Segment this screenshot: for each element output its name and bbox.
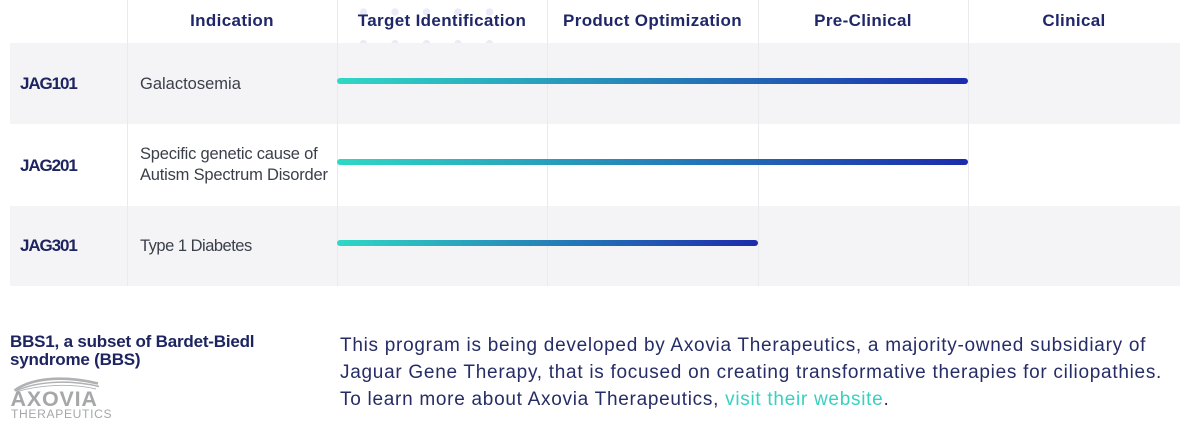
svg-text:THERAPEUTICS: THERAPEUTICS	[11, 407, 112, 421]
svg-text:AXOVIA: AXOVIA	[11, 387, 98, 411]
